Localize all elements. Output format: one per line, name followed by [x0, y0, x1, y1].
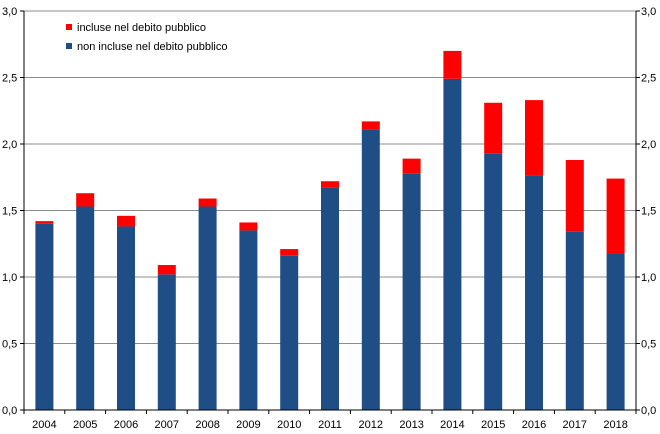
- bar-non-incluse: [565, 231, 584, 410]
- bar-incluse: [443, 50, 462, 79]
- bar-incluse: [35, 221, 54, 224]
- y-tick-label-right: 0,5: [641, 339, 656, 351]
- bar-incluse: [361, 121, 380, 130]
- x-tick-label: 2005: [73, 419, 97, 431]
- x-tick-label: 2009: [236, 419, 260, 431]
- y-tick-label-left: 0,5: [2, 339, 17, 351]
- y-tick-label-right: 2,5: [641, 73, 656, 85]
- y-tick-label-right: 0,0: [641, 405, 656, 417]
- bar-non-incluse: [321, 187, 339, 410]
- y-tick-label-right: 2,0: [641, 139, 656, 151]
- x-tick-label: 2008: [195, 419, 219, 431]
- bar-non-incluse: [402, 173, 421, 410]
- x-tick-label: 2015: [481, 419, 505, 431]
- bar-non-incluse: [361, 129, 380, 410]
- legend-label-non-incluse: non incluse nel debito pubblico: [77, 41, 227, 53]
- x-tick-label: 2007: [155, 419, 179, 431]
- bar-non-incluse: [525, 175, 543, 410]
- y-tick-label-left: 0,0: [2, 405, 17, 417]
- bar-incluse: [117, 215, 135, 227]
- bar-incluse: [321, 181, 339, 188]
- bar-non-incluse: [239, 230, 258, 410]
- y-tick-label-right: 3,0: [641, 6, 656, 18]
- x-tick-label: 2016: [522, 419, 546, 431]
- bar-non-incluse: [484, 153, 503, 410]
- y-tick-label-left: 1,5: [2, 206, 17, 218]
- y-tick-label-right: 1,5: [641, 206, 656, 218]
- x-tick-label: 2014: [440, 419, 464, 431]
- x-tick-label: 2013: [399, 419, 423, 431]
- y-tick-label-right: 1,0: [641, 272, 656, 284]
- x-tick-label: 2004: [32, 419, 56, 431]
- bar-incluse: [565, 159, 584, 232]
- bar-non-incluse: [76, 206, 95, 410]
- bar-incluse: [402, 158, 421, 174]
- bar-non-incluse: [443, 78, 462, 410]
- bar-incluse: [157, 265, 176, 275]
- legend-swatch-incluse: [66, 24, 72, 30]
- y-tick-label-left: 2,0: [2, 139, 17, 151]
- bar-incluse: [280, 249, 299, 256]
- y-tick-label-left: 2,5: [2, 73, 17, 85]
- bar-incluse: [76, 193, 95, 207]
- bar-incluse: [198, 198, 217, 207]
- x-tick-label: 2012: [359, 419, 383, 431]
- bar-non-incluse: [157, 274, 176, 410]
- legend-swatch-non-incluse: [66, 43, 72, 49]
- bar-non-incluse: [280, 255, 299, 410]
- axes: 0,0 0,0 0,5 0,5 1,0 1,0 1,5 1,5 2,0 2,0 2,5 2,5 3,0 3…: [2, 6, 656, 431]
- bar-non-incluse: [198, 206, 217, 410]
- bar-incluse: [239, 222, 258, 231]
- bar-incluse: [525, 100, 543, 176]
- bar-non-incluse: [117, 226, 135, 410]
- x-tick-label: 2017: [563, 419, 587, 431]
- legend: incluse nel debito pubblico non incluse …: [66, 22, 227, 53]
- bar-non-incluse: [35, 223, 54, 410]
- bar-incluse: [606, 178, 625, 254]
- x-tick-label: 2010: [277, 419, 301, 431]
- x-tick-label: 2018: [603, 419, 627, 431]
- y-tick-label-left: 1,0: [2, 272, 17, 284]
- bar-incluse: [484, 102, 503, 154]
- bars: [35, 50, 625, 410]
- x-tick-label: 2006: [114, 419, 138, 431]
- bar-non-incluse: [606, 253, 625, 410]
- y-tick-label-left: 3,0: [2, 6, 17, 18]
- legend-label-incluse: incluse nel debito pubblico: [77, 22, 206, 34]
- x-tick-label: 2011: [318, 419, 342, 431]
